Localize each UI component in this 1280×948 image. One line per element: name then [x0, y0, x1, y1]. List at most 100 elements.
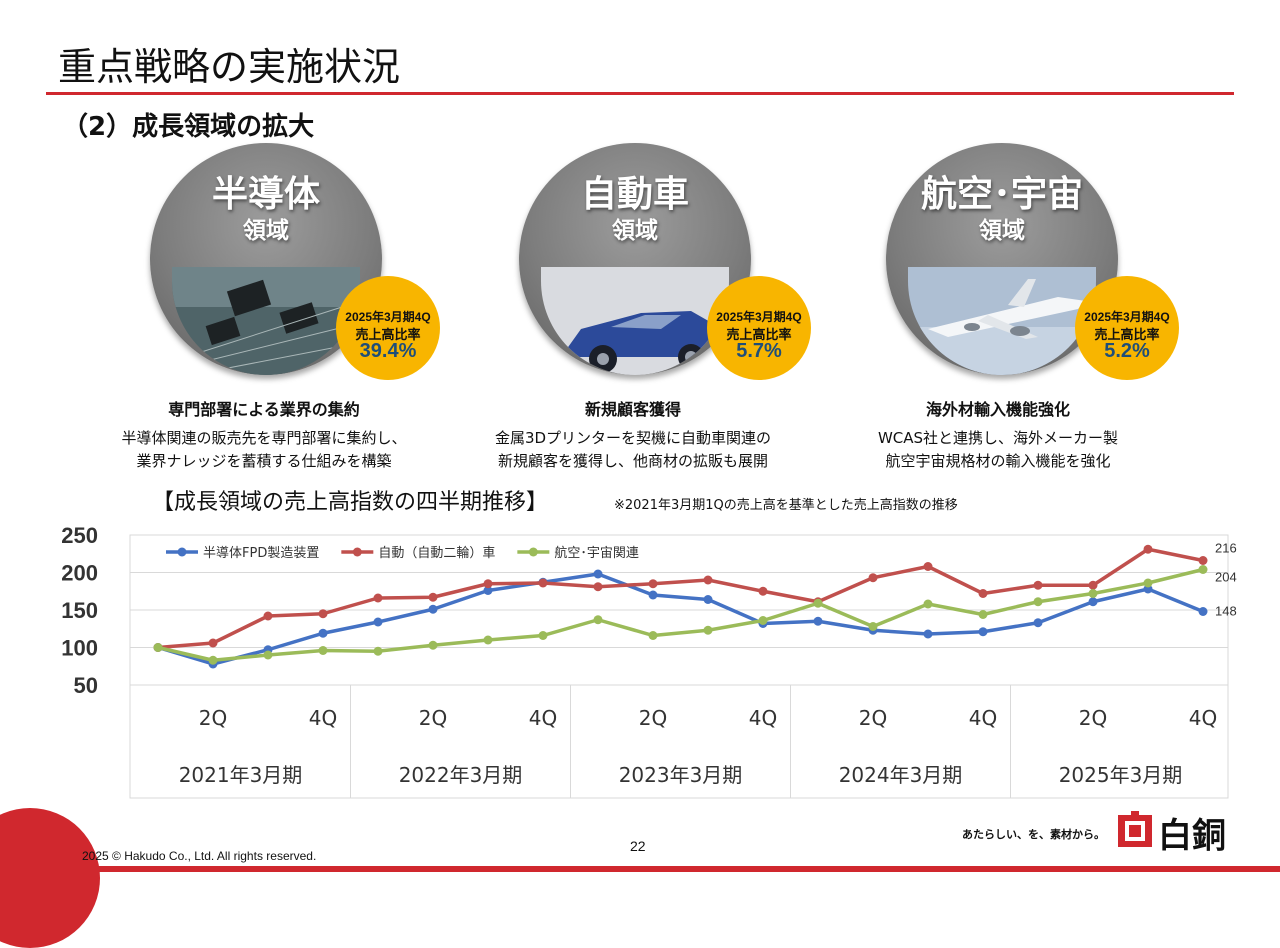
page-number: 22	[630, 838, 646, 854]
line-chart: 50 100 150 200 250 2Q 4Q 2Q 4Q 2Q 4Q 2Q 4Q 2Q 4Q 2021年3…	[61, 523, 1237, 799]
feature-desc-aerospace: WCAS社と連携し、海外メーカー製 航空宇宙規格材の輸入機能を強化	[828, 427, 1168, 473]
data-point	[703, 575, 713, 585]
plot-frame	[129, 534, 1229, 799]
company-logo-text: 白銅	[1158, 816, 1226, 856]
data-point	[263, 611, 273, 621]
data-point	[1088, 589, 1098, 598]
title-divider	[46, 92, 1234, 95]
data-point	[318, 609, 328, 619]
fiscal-year-label: 2024年3月期	[839, 763, 963, 787]
data-point	[1143, 578, 1153, 588]
y-tick-label: 100	[61, 636, 98, 661]
data-point	[923, 599, 933, 609]
data-point	[373, 646, 383, 656]
badge-label: 売上高比率	[355, 327, 421, 342]
series-line	[157, 547, 1204, 650]
y-tick-label: 200	[61, 561, 98, 586]
data-point	[593, 582, 603, 592]
page-title: 重点戦略の実施状況	[58, 45, 401, 89]
legend-label: 自動（自動二輪）車	[378, 545, 495, 561]
desc-line: 航空宇宙規格材の輸入機能を強化	[885, 452, 1111, 470]
airplane-photo	[908, 267, 1096, 375]
data-point	[593, 615, 603, 625]
legend-label: 航空･宇宙関連	[554, 545, 639, 561]
data-point	[208, 655, 218, 665]
corner-decoration	[0, 808, 100, 948]
data-point	[483, 579, 493, 589]
chip-board-photo	[172, 267, 360, 375]
data-point	[593, 569, 603, 579]
chart-title: 【成長領域の売上高指数の四半期推移】	[152, 490, 549, 515]
legend-swatch-marker	[177, 547, 187, 557]
fiscal-year-label: 2022年3月期	[399, 763, 523, 787]
x-tick-label: 2Q	[639, 706, 667, 730]
end-value-label: 148	[1215, 604, 1237, 619]
y-tick-label: 150	[61, 598, 98, 623]
ratio-badge-automotive: 2025年3月期4Q 売上高比率 5.7%	[707, 276, 811, 380]
data-point	[208, 638, 218, 648]
data-point	[1198, 565, 1208, 574]
data-point	[263, 650, 273, 660]
copyright: 2025 © Hakudo Co., Ltd. All rights reser…	[82, 849, 317, 863]
desc-line: 業界ナレッジを蓄積する仕組みを構築	[136, 452, 392, 470]
legend-label: 半導体FPD製造装置	[203, 546, 319, 561]
data-point	[1088, 597, 1098, 607]
domain-sub: 領域	[979, 218, 1025, 244]
x-tick-label: 2Q	[1079, 706, 1107, 730]
data-point	[1033, 597, 1043, 607]
data-point	[483, 635, 493, 645]
data-point	[813, 598, 823, 608]
feature-desc-semiconductor: 半導体関連の販売先を専門部署に集約し、 業界ナレッジを蓄積する仕組みを構築	[94, 427, 434, 473]
x-tick-label: 2Q	[199, 706, 227, 730]
footer-bar	[0, 866, 1280, 872]
badge-period: 2025年3月期4Q	[716, 310, 802, 324]
feature-heading-semiconductor: 専門部署による業界の集約	[168, 400, 360, 419]
data-point	[428, 592, 438, 602]
badge-value: 5.7%	[736, 340, 782, 362]
car-photo	[541, 267, 729, 375]
data-point	[318, 646, 328, 655]
badge-value: 39.4%	[359, 340, 417, 362]
data-point	[978, 589, 988, 598]
series-line	[157, 567, 1204, 662]
data-point	[868, 622, 878, 631]
ratio-badge-aerospace: 2025年3月期4Q 売上高比率 5.2%	[1075, 276, 1179, 380]
end-value-label: 216	[1215, 541, 1237, 556]
data-point	[538, 578, 548, 588]
legend-swatch-marker	[528, 547, 538, 557]
fiscal-year-label: 2023年3月期	[619, 763, 743, 787]
data-point	[1033, 618, 1043, 628]
badge-label: 売上高比率	[1094, 327, 1160, 342]
legend-swatch-marker	[352, 547, 362, 557]
feature-desc-automotive: 金属3Dプリンターを契機に自動車関連の 新規顧客を獲得し、他商材の拡販も展開	[463, 427, 803, 473]
data-point	[153, 643, 163, 652]
desc-line: 半導体関連の販売先を専門部署に集約し、	[121, 429, 407, 447]
data-point	[648, 590, 658, 600]
data-point	[923, 562, 933, 571]
desc-line: 金属3Dプリンターを契機に自動車関連の	[494, 429, 772, 447]
chart-note: ※2021年3月期1Qの売上高を基準とした売上高指数の推移	[614, 498, 958, 513]
data-point	[538, 631, 548, 640]
badge-value: 5.2%	[1104, 340, 1150, 362]
data-point	[483, 586, 493, 595]
x-tick-label: 4Q	[529, 706, 557, 730]
data-point	[428, 640, 438, 650]
data-point	[923, 629, 933, 639]
x-tick-label: 4Q	[969, 706, 997, 730]
company-logo-icon	[1118, 811, 1152, 847]
data-point	[813, 616, 823, 626]
y-tick-label: 50	[74, 673, 98, 698]
feature-heading-automotive: 新規顧客獲得	[584, 400, 681, 419]
fiscal-year-label: 2021年3月期	[179, 763, 303, 787]
series-line	[157, 572, 1204, 666]
data-point	[978, 627, 988, 637]
end-value-label: 204	[1215, 570, 1237, 585]
badge-period: 2025年3月期4Q	[1084, 310, 1170, 324]
data-point	[1088, 580, 1098, 590]
domain-name: 半導体	[211, 174, 320, 215]
data-point	[978, 610, 988, 619]
domain-sub: 領域	[243, 218, 289, 244]
domain-name: 自動車	[580, 174, 689, 215]
x-tick-label: 2Q	[419, 706, 447, 730]
x-tick-label: 2Q	[859, 706, 887, 730]
